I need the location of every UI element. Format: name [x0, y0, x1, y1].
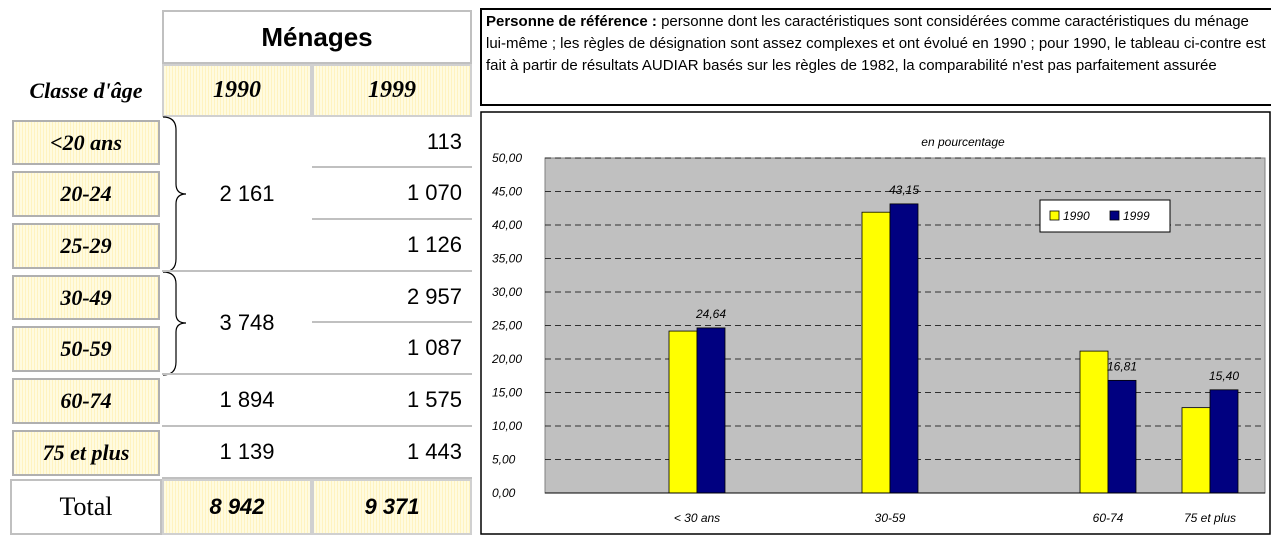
legend-swatch: [1049, 210, 1060, 221]
bar: [1079, 350, 1109, 494]
value-1999: 113: [312, 117, 472, 168]
bar: [668, 330, 698, 494]
legend-label: 1999: [1123, 209, 1150, 223]
data-label: 43,15: [889, 183, 919, 197]
value-1990: 2 161: [162, 117, 312, 272]
bar: [1181, 407, 1211, 494]
age-class: 60-74: [12, 378, 160, 424]
value-1999: 1 575: [312, 375, 472, 427]
bar: [861, 211, 891, 494]
value-1999: 1 443: [312, 427, 472, 479]
bar: [889, 203, 919, 494]
note: Personne de référence : personne dont le…: [480, 8, 1271, 106]
year-header: 1999: [312, 64, 472, 117]
value-1999: 2 957: [312, 272, 472, 323]
age-class: <20 ans: [12, 120, 160, 165]
value-1999: 1 070: [312, 168, 472, 220]
y-tick-label: 15,00: [492, 386, 522, 400]
data-label: 16,81: [1107, 359, 1137, 373]
note-text: personne dont les caractéristiques sont …: [486, 13, 1266, 74]
age-class: 30-49: [12, 275, 160, 320]
legend: [1039, 199, 1171, 233]
y-tick-label: 25,00: [491, 319, 522, 333]
age-header: Classe d'âge: [29, 77, 143, 103]
legend-label: 1990: [1063, 209, 1090, 223]
age-class: 75 et plus: [12, 430, 160, 476]
y-tick-label: 40,00: [492, 218, 522, 232]
y-tick-label: 0,00: [492, 486, 516, 500]
x-tick-label: 30-59: [875, 511, 906, 525]
bar: [1107, 379, 1137, 494]
total: 8 942: [162, 479, 312, 535]
chart: 0,00 5,00 10,00 15,00 20,00 25,00 30,00 35,00 40…: [491, 151, 1265, 525]
y-tick-label: 20,00: [491, 352, 522, 366]
value-1990: 1 139: [162, 427, 312, 479]
table-title: Ménages: [162, 10, 472, 64]
y-tick-label: 35,00: [492, 252, 522, 266]
value-1999: 1 087: [312, 323, 472, 375]
brace: [162, 116, 187, 273]
total-label: Total: [10, 479, 162, 535]
value-1990: 3 748: [162, 272, 312, 375]
y-tick-label: 50,00: [492, 151, 522, 165]
y-tick-label: 10,00: [492, 419, 522, 433]
bar: [696, 327, 726, 494]
x-tick-label: 75 et plus: [1184, 511, 1236, 525]
data-label: 24,64: [695, 307, 726, 321]
legend-swatch: [1109, 210, 1120, 221]
y-tick-label: 5,00: [492, 453, 516, 467]
age-class: 50-59: [12, 326, 160, 372]
chart-title: en pourcentage: [921, 135, 1005, 149]
x-tick-label: 60-74: [1093, 511, 1124, 525]
value-1999: 1 126: [312, 220, 472, 272]
y-tick-label: 30,00: [492, 285, 522, 299]
age-class: 25-29: [12, 223, 160, 269]
bar: [1209, 389, 1239, 494]
age-class: 20-24: [12, 171, 160, 217]
y-tick-label: 45,00: [492, 185, 522, 199]
data-label: 15,40: [1209, 369, 1239, 383]
year-header: 1990: [162, 64, 312, 117]
note-bold: Personne de référence :: [486, 13, 657, 30]
total: 9 371: [312, 479, 472, 535]
value-1990: 1 894: [162, 375, 312, 427]
brace: [162, 271, 187, 376]
x-tick-label: < 30 ans: [674, 511, 720, 525]
